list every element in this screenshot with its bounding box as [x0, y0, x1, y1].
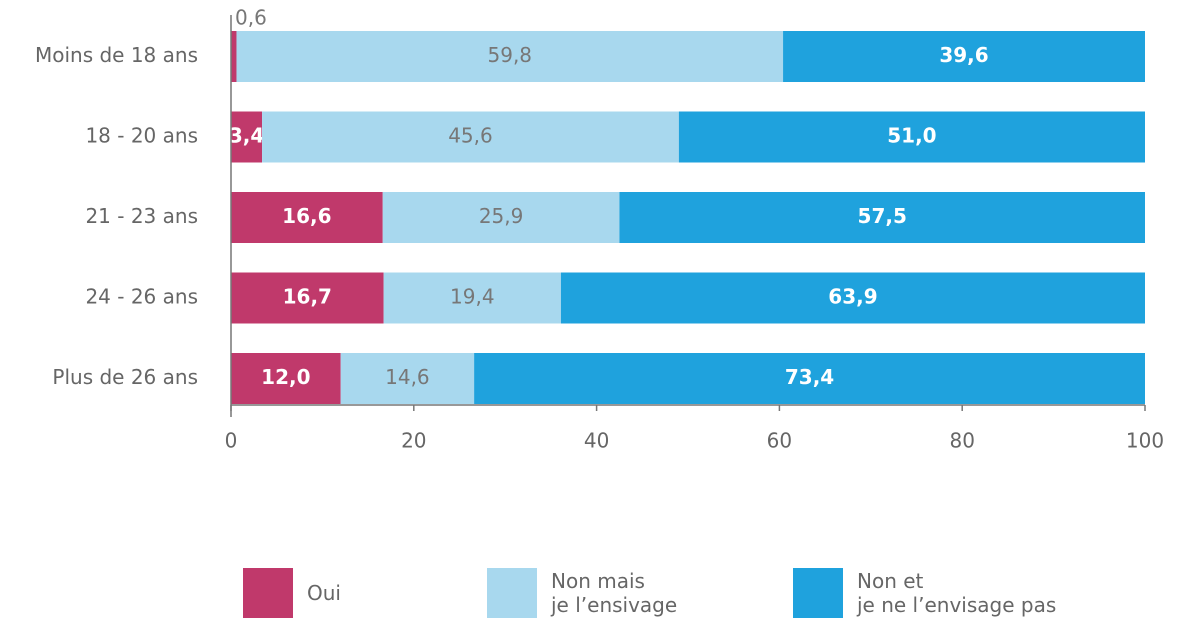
- value-label: 12,0: [261, 365, 310, 389]
- y-tick-label: Moins de 18 ans: [35, 43, 198, 67]
- value-label: 3,4: [229, 124, 264, 148]
- legend-swatch: [793, 568, 843, 618]
- x-tick-label: 100: [1126, 429, 1164, 453]
- legend-item: Non et je ne l’envisage pas: [793, 568, 1056, 618]
- bar-segment: [231, 272, 384, 324]
- legend-swatch: [243, 568, 293, 618]
- legend-item: Non mais je l’ensivage: [487, 568, 677, 618]
- bar-segment: [231, 192, 383, 243]
- value-label: 25,9: [479, 204, 524, 228]
- value-label: 51,0: [887, 124, 936, 148]
- value-label: 59,8: [488, 43, 533, 67]
- bar-segment: [382, 192, 620, 243]
- x-tick-label: 60: [767, 429, 792, 453]
- value-label: 45,6: [448, 124, 493, 148]
- chart: 0 20 40 60 80 100 Moins de 18 ans 0,6 59,8 39,6 18…: [35, 6, 1164, 453]
- value-label: 16,7: [283, 285, 332, 309]
- y-tick-label: 24 - 26 ans: [85, 285, 198, 309]
- bar-segment: [236, 31, 784, 82]
- x-tick-label: 40: [584, 429, 609, 453]
- y-tick-label: 21 - 23 ans: [85, 204, 198, 228]
- bar-segment: [231, 353, 341, 404]
- legend-swatch: [487, 568, 537, 618]
- value-label: 57,5: [858, 204, 907, 228]
- bar-segment: [619, 192, 1145, 243]
- legend-label: Oui: [307, 581, 341, 605]
- value-label: 16,6: [282, 204, 331, 228]
- x-tick-label: 0: [225, 429, 238, 453]
- bar-segment: [231, 111, 263, 163]
- bar-segment: [262, 111, 679, 163]
- bar-segment: [231, 31, 237, 82]
- legend-item: Oui: [243, 568, 341, 618]
- bar-segment: [383, 272, 561, 324]
- legend-label: Non mais je l’ensivage: [551, 569, 678, 617]
- bar-segment: [783, 31, 1145, 82]
- value-label: 73,4: [785, 365, 834, 389]
- legend-label: Non et je ne l’envisage pas: [857, 569, 1057, 617]
- value-label: 39,6: [939, 43, 988, 67]
- bar-segment: [474, 353, 1145, 404]
- value-label: 63,9: [828, 285, 877, 309]
- y-tick-label: Plus de 26 ans: [52, 365, 198, 389]
- bar-segment: [560, 272, 1145, 324]
- bar-segment: [340, 353, 475, 404]
- bar-segment: [678, 111, 1145, 163]
- x-tick-label: 20: [401, 429, 426, 453]
- x-tick-label: 80: [949, 429, 974, 453]
- y-tick-label: 18 - 20 ans: [85, 124, 198, 148]
- value-label: 19,4: [450, 285, 495, 309]
- value-label: 14,6: [385, 365, 430, 389]
- value-label: 0,6: [235, 6, 267, 30]
